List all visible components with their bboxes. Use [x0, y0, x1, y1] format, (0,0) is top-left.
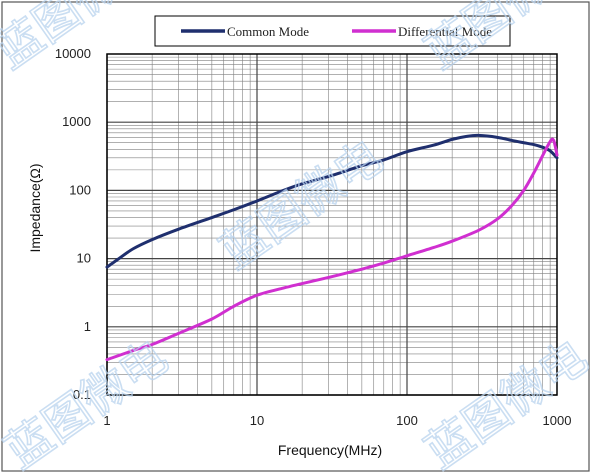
- plot-area-border: [106, 53, 558, 396]
- legend: Common Mode Differential Mode: [154, 15, 511, 47]
- x-tick-labels: 1 10 100 1000: [103, 413, 571, 428]
- y-tick-label: 10: [77, 251, 91, 266]
- x-tick-label: 100: [396, 413, 418, 428]
- x-axis-title: Frequency(MHz): [278, 442, 382, 458]
- minor-gridlines: [107, 54, 557, 395]
- y-tick-label: 0.1: [73, 387, 91, 402]
- y-tick-label: 1: [84, 319, 91, 334]
- y-tick-label: 1000: [62, 114, 91, 129]
- series-line-differential-mode: [105, 137, 559, 362]
- y-tick-label: 10000: [55, 46, 91, 61]
- x-tick-label: 1: [103, 413, 110, 428]
- y-tick-label: 100: [69, 182, 91, 197]
- series-line-common-mode: [105, 133, 559, 269]
- legend-label-differential-mode: Differential Mode: [398, 24, 492, 39]
- y-axis-title: Impedance(Ω): [27, 163, 43, 252]
- y-tick-labels: 0.1 1 10 100 1000 10000: [55, 46, 91, 402]
- x-tick-label: 1000: [543, 413, 572, 428]
- series-layer: [105, 133, 559, 362]
- x-tick-label: 10: [250, 413, 264, 428]
- legend-label-common-mode: Common Mode: [227, 24, 309, 39]
